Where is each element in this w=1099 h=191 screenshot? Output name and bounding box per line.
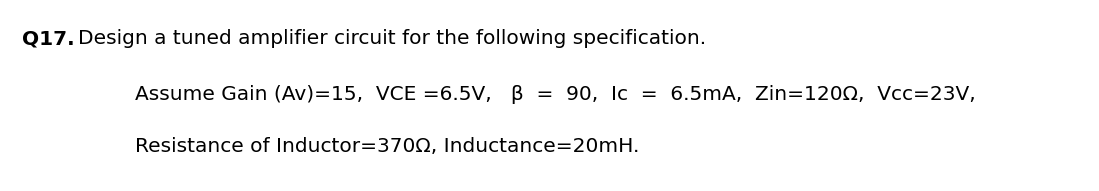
- Text: Assume Gain (Av)=15,  VCE =6.5V,   β  =  90,  Ic  =  6.5mA,  Zin=120Ω,  Vcc=23V,: Assume Gain (Av)=15, VCE =6.5V, β = 90, …: [135, 84, 976, 104]
- Text: Design a tuned amplifier circuit for the following specification.: Design a tuned amplifier circuit for the…: [78, 29, 707, 49]
- Text: Resistance of Inductor=370Ω, Inductance=20mH.: Resistance of Inductor=370Ω, Inductance=…: [135, 137, 640, 155]
- Text: Q17.: Q17.: [22, 29, 75, 49]
